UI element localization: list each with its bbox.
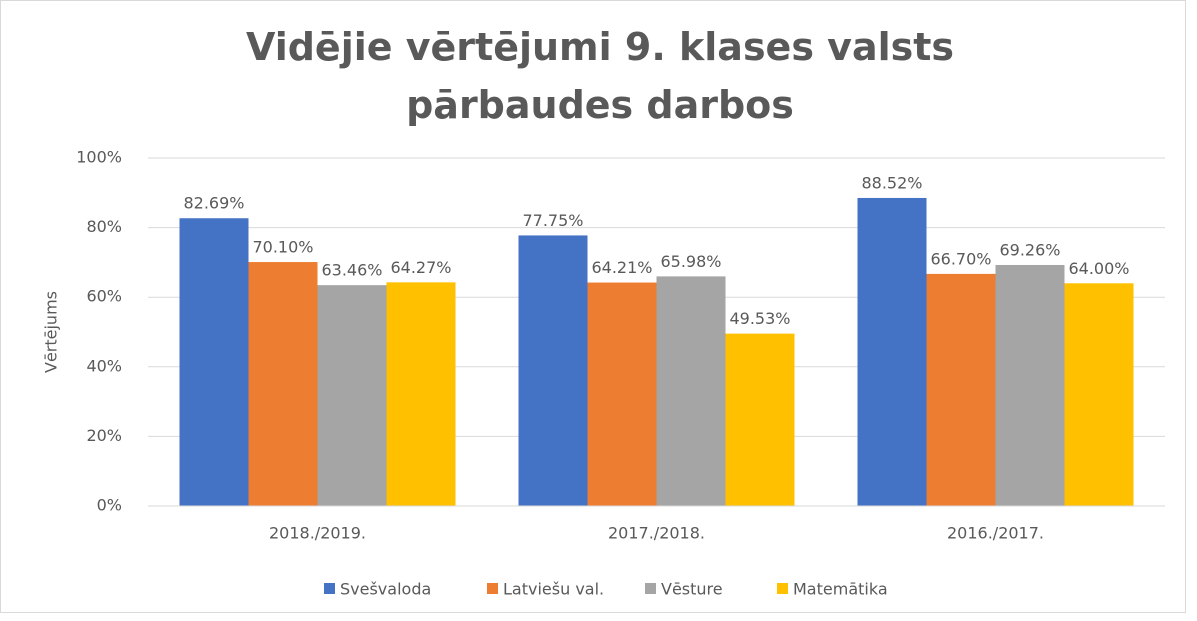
- legend-swatch: [777, 583, 788, 594]
- legend-label: Vēsture: [661, 580, 723, 599]
- data-label: 64.27%: [390, 258, 451, 277]
- data-label: 69.26%: [999, 240, 1060, 259]
- data-label: 88.52%: [861, 173, 922, 192]
- bar: [386, 282, 456, 506]
- data-label: 77.75%: [522, 211, 583, 230]
- data-label: 65.98%: [660, 252, 721, 271]
- x-tick-label: 2016./2017.: [947, 524, 1044, 543]
- data-label: 63.46%: [321, 261, 382, 280]
- y-tick-label: 80%: [86, 217, 122, 236]
- y-tick-label: 20%: [86, 426, 122, 445]
- y-tick-label: 100%: [76, 148, 122, 167]
- bar: [926, 273, 996, 506]
- data-label: 64.00%: [1068, 259, 1129, 278]
- legend-swatch: [324, 583, 335, 594]
- legend-label: Svešvaloda: [340, 580, 431, 599]
- y-axis-label: Vērtējums: [42, 291, 61, 373]
- x-tick-label: 2017./2018.: [608, 524, 705, 543]
- legend-swatch: [487, 583, 498, 594]
- legend-label: Matemātika: [793, 580, 888, 599]
- legend-swatch: [645, 583, 656, 594]
- data-label: 64.21%: [591, 258, 652, 277]
- y-tick-label: 40%: [86, 356, 122, 375]
- bar: [725, 333, 795, 506]
- bar: [656, 276, 726, 506]
- bar: [587, 282, 657, 506]
- data-label: 66.70%: [930, 249, 991, 268]
- bar: [317, 285, 387, 506]
- bar: [518, 235, 588, 506]
- chart-border: [0, 0, 1186, 613]
- bar: [248, 262, 318, 506]
- y-tick-label: 0%: [97, 496, 122, 515]
- bar: [179, 218, 249, 506]
- legend-label: Latviešu val.: [503, 580, 604, 599]
- x-tick-label: 2018./2019.: [269, 524, 366, 543]
- bar: [1064, 283, 1134, 506]
- data-label: 49.53%: [729, 309, 790, 328]
- data-label: 70.10%: [252, 238, 313, 257]
- y-tick-label: 60%: [86, 287, 122, 306]
- data-label: 82.69%: [183, 194, 244, 213]
- bar: [995, 264, 1065, 506]
- bar: [857, 197, 927, 507]
- chart-title: Vidējie vērtējumi 9. klases valsts pārba…: [245, 25, 955, 127]
